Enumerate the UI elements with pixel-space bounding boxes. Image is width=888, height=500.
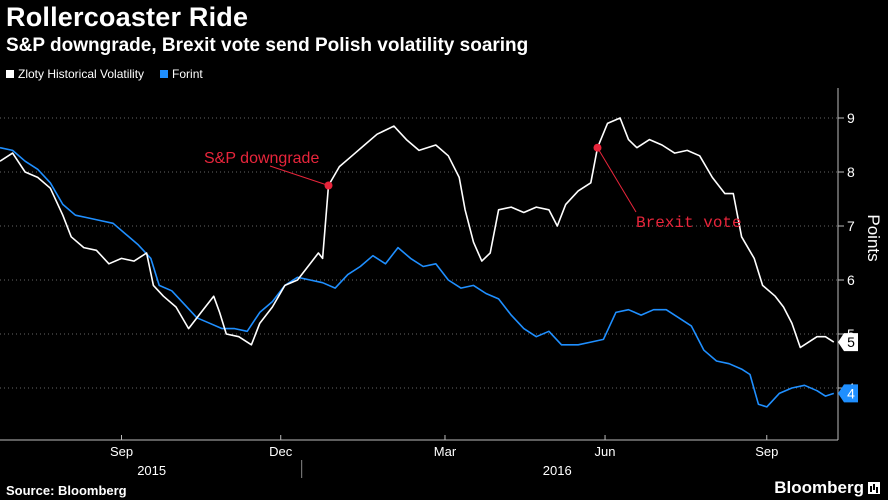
brand-logo: Bloomberg	[774, 478, 880, 498]
legend-swatch-zloty	[6, 70, 14, 78]
x-year-label-2015: 2015	[137, 463, 166, 478]
series-line-forint	[0, 146, 835, 408]
legend-item-forint: Forint	[160, 67, 203, 81]
y-tick-label-6: 6	[847, 272, 855, 288]
y-tick-label-9: 9	[847, 110, 855, 126]
legend: Zloty Historical Volatility Forint	[6, 67, 219, 81]
x-tick-label-4: Sep	[755, 444, 778, 459]
legend-item-zloty: Zloty Historical Volatility	[6, 67, 144, 81]
end-label-zloty: 5	[838, 333, 858, 352]
source-note: Source: Bloomberg	[6, 483, 127, 498]
end-label-bg-forint	[838, 384, 858, 403]
end-label-text-zloty: 5	[847, 334, 855, 350]
brand-text: Bloomberg	[774, 478, 864, 497]
y-axis-title: Points	[864, 214, 883, 261]
grid	[0, 117, 838, 389]
y-tick-label-7: 7	[847, 218, 855, 234]
chart-subtitle: S&P downgrade, Brexit vote send Polish v…	[6, 35, 529, 56]
chart-title: Rollercoaster Ride	[6, 2, 249, 32]
x-tick-label-1: Dec	[269, 444, 293, 459]
y-tick-label-8: 8	[847, 164, 855, 180]
bloomberg-chart-icon	[868, 482, 880, 494]
x-tick-label-3: Jun	[595, 444, 616, 459]
end-label-text-forint: 4	[847, 385, 855, 401]
x-tick-label-0: Sep	[110, 444, 133, 459]
series-line-zloty	[0, 117, 835, 349]
annotation-label-sp-downgrade: S&P downgrade	[204, 150, 319, 167]
annotation-dot-sp-downgrade	[324, 181, 333, 190]
legend-label-zloty: Zloty Historical Volatility	[18, 67, 145, 81]
x-year-label-2016: 2016	[543, 463, 572, 478]
annotation-dot-brexit-vote	[593, 143, 602, 152]
x-tick-label-2: Mar	[434, 444, 457, 459]
annotation-label-brexit-vote: Brexit vote	[636, 214, 742, 232]
end-label-bg-zloty	[838, 333, 858, 352]
legend-swatch-forint	[160, 70, 169, 78]
axes: 456789PointsSepDecMarJunSep2015201654	[0, 88, 883, 478]
end-label-forint: 4	[838, 384, 858, 403]
legend-label-forint: Forint	[172, 67, 203, 81]
annotations: S&P downgrade Brexit vote	[204, 143, 742, 232]
series-lines	[0, 117, 835, 408]
annotation-leader-brexit-vote	[597, 147, 637, 213]
annotation-leader-sp-downgrade	[269, 165, 329, 186]
